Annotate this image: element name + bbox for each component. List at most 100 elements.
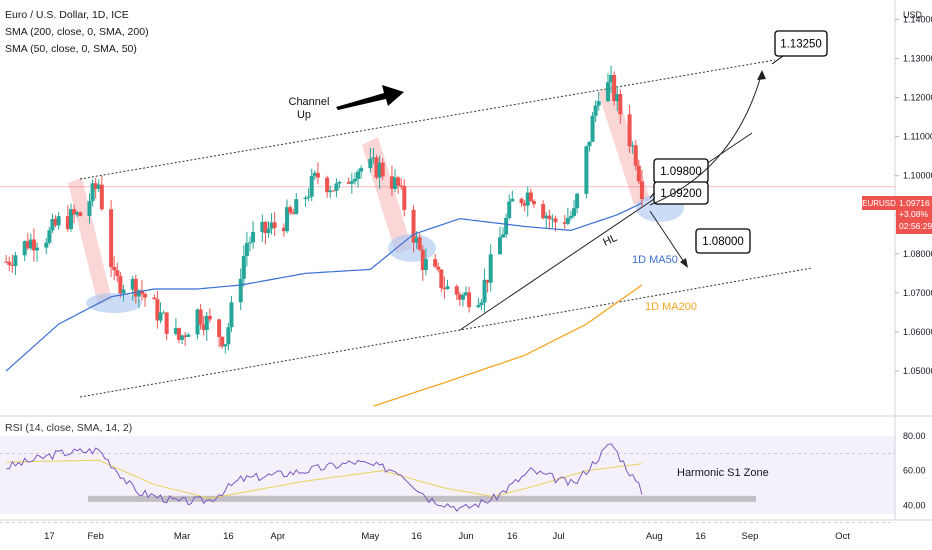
candle-body [460,295,465,300]
rsi-tick-label: 40.00 [903,500,926,510]
candle-body [22,241,27,256]
candle-body [130,278,135,290]
price-badge-countdown: 02:56:29 [899,221,932,231]
sma50-legend: SMA (50, close, 0, SMA, 50) [5,43,137,55]
candle-body [575,193,580,209]
candle-body [260,221,265,232]
candle-body [90,183,95,202]
candle-body [445,286,450,290]
candle-body [389,176,394,189]
candle-body [393,177,398,189]
candle-body [31,239,36,251]
candle-body [639,181,644,200]
pullback-zone [68,178,112,305]
candle-body [528,192,533,201]
candle-body [587,141,592,147]
price-badge-price: 1.09716 [899,198,930,208]
candle-body [266,228,271,234]
x-tick-label: 16 [411,531,422,542]
x-tick-label: Feb [87,531,103,542]
channel-label: Channel [289,96,330,108]
candle-body [547,215,552,220]
candle-body [75,212,80,215]
y-tick-label: 1.11000 [903,132,932,142]
y-tick-label: 1.05000 [903,366,932,376]
candle-body [349,181,354,184]
candle-body [99,184,104,210]
candle-body [309,175,314,197]
price-badge-change: +3.08% [899,209,929,219]
hl-label: HL [601,232,619,249]
candle-body [457,294,462,300]
candle-body [414,237,419,243]
channel-label: Up [297,109,311,121]
candle-body [263,221,268,234]
candle-body [28,239,33,249]
candle-body [544,215,549,219]
x-tick-label: 16 [507,531,518,542]
ma50-label: 1D MA50 [632,254,678,266]
x-tick-label: Mar [174,531,190,542]
candle-body [281,227,286,232]
candle-body [442,288,447,290]
candle-body [161,312,166,314]
candle-body [590,115,595,142]
y-tick-label: 1.06000 [903,327,932,337]
candle-body [155,299,160,321]
projection-arrowhead [757,70,766,80]
candle-body [352,178,357,182]
candle-body [56,216,61,226]
y-tick-label: 1.14000 [903,15,932,25]
candle-body [164,312,169,334]
candle-body [368,158,373,169]
candle-body [504,217,509,235]
candle-body [312,172,317,176]
candle-body [53,219,58,226]
candle-body [630,145,635,147]
candle-body [522,203,527,206]
candle-body [220,336,225,347]
candle-body [78,212,83,216]
x-tick-label: 16 [223,531,234,542]
candle-body [288,207,293,213]
target-box-1: 1.13250 [780,39,822,51]
candle-body [136,290,141,297]
candle-body [331,190,336,192]
rsi-tick-label: 60.00 [903,466,926,476]
candle-body [399,185,404,187]
price-badge-symbol: EURUSD [862,199,896,208]
sma200-legend: SMA (200, close, 0, SMA, 200) [5,26,149,38]
candle-body [479,302,484,306]
candle-body [565,217,570,224]
candle-body [510,198,515,202]
candle-body [121,289,126,294]
target-box-1-frame [774,30,828,57]
candle-body [596,101,601,106]
candle-body [238,278,243,303]
candle-body [627,114,632,147]
candle-body [244,243,249,257]
x-tick-label: Oct [835,531,850,542]
projection-down [649,210,687,266]
candle-body [35,247,40,251]
candle-body [584,146,589,194]
candle-body [173,328,178,334]
candle-body [198,309,203,325]
candle-body [303,197,308,200]
candle-body [294,199,299,215]
rsi-tick-label: 80.00 [903,431,926,441]
harmonic-zone-band [88,495,756,502]
candle-body [143,293,148,298]
candle-body [337,181,342,184]
candle-body [25,241,30,249]
candle-body [501,234,506,238]
candle-body [485,279,490,283]
candle-body [204,315,209,330]
candle-body [207,315,212,320]
candle-body [497,237,502,255]
candle-body [109,209,114,267]
candle-body [356,171,360,179]
candle-body [488,254,493,283]
candle-body [96,184,101,189]
